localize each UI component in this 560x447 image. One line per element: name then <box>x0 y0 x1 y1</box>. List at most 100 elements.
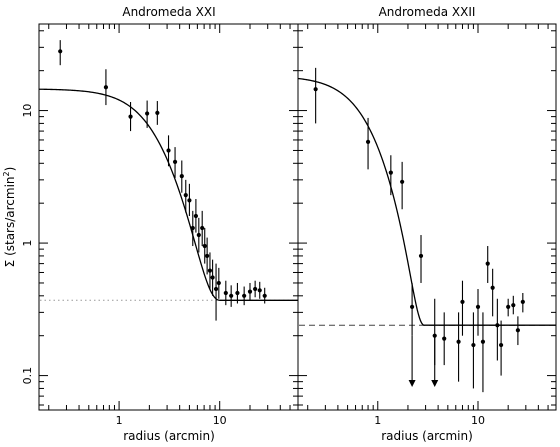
panel-title: Andromeda XXI <box>122 5 215 19</box>
point-marker <box>515 328 520 333</box>
data-point <box>229 285 234 307</box>
y-axis-label: Σ (stars/arcmin2) <box>2 167 17 268</box>
point-marker <box>196 232 201 238</box>
data-point <box>515 316 520 346</box>
data-point <box>400 161 405 210</box>
x-tick-label: 10 <box>471 414 485 427</box>
data-point <box>460 280 465 336</box>
point-marker <box>207 268 213 273</box>
data-point <box>145 100 150 128</box>
tick-labels: 1 10 <box>374 414 485 427</box>
point-marker <box>183 193 188 198</box>
plot-frame <box>297 23 557 411</box>
point-marker <box>490 285 495 290</box>
x-tick-label: 1 <box>116 414 123 427</box>
data-point <box>253 280 258 298</box>
data-point <box>511 295 516 315</box>
panel-title: Andromeda XXII <box>379 5 476 19</box>
plot-frame <box>38 23 299 411</box>
y-tick-label: 1 <box>21 240 34 247</box>
x-axis-label: radius (arcmin) <box>123 429 215 443</box>
axis-ticks <box>298 24 557 410</box>
data-point <box>235 282 240 304</box>
data-point <box>202 227 207 264</box>
data-point <box>205 237 210 275</box>
king-profile-curve <box>297 77 556 326</box>
point-marker <box>58 49 63 54</box>
point-marker <box>242 293 247 298</box>
point-marker <box>511 303 516 308</box>
data-point <box>475 289 481 336</box>
point-marker <box>193 213 198 219</box>
point-marker <box>216 280 221 286</box>
data-point <box>456 312 461 382</box>
panel-andromeda-xxii: Andromeda XXII 1 10 radius (arcmin) <box>297 5 557 443</box>
point-marker <box>442 336 447 341</box>
data-point <box>495 298 500 361</box>
point-marker <box>471 342 476 348</box>
data-point <box>442 312 447 366</box>
data-point <box>499 320 504 376</box>
point-marker <box>262 293 267 298</box>
point-marker <box>460 299 465 304</box>
point-marker <box>400 179 405 184</box>
data-point <box>172 147 178 178</box>
data-point <box>506 298 511 317</box>
data-point <box>213 263 219 321</box>
data-point <box>480 312 486 393</box>
point-marker <box>257 288 262 293</box>
x-tick-label: 1 <box>374 414 381 427</box>
y-axis-label-close: ) <box>3 167 17 172</box>
data-point <box>190 210 195 247</box>
arrow-head <box>408 380 416 388</box>
data-point <box>183 179 188 213</box>
point-marker <box>235 290 240 296</box>
point-marker <box>520 299 525 304</box>
data-point <box>128 102 133 132</box>
data-point <box>262 287 267 304</box>
data-point <box>223 280 228 306</box>
point-marker <box>202 243 207 249</box>
data-point <box>388 155 393 196</box>
point-marker <box>128 114 133 119</box>
point-marker <box>418 253 424 259</box>
data-point <box>179 160 184 193</box>
data-point <box>207 252 213 290</box>
data-point <box>247 282 253 301</box>
point-marker <box>229 293 234 298</box>
point-marker <box>495 323 500 328</box>
point-marker <box>103 85 109 90</box>
point-marker <box>190 225 195 231</box>
data-point <box>471 312 476 389</box>
data-point <box>193 199 198 233</box>
point-marker <box>155 110 160 116</box>
data-point <box>490 268 495 317</box>
point-marker <box>223 290 228 296</box>
point-marker <box>456 339 461 344</box>
point-marker <box>145 111 150 116</box>
point-marker <box>388 170 393 175</box>
point-marker <box>187 198 192 203</box>
point-marker <box>409 304 415 309</box>
axis-ticks <box>39 24 299 410</box>
point-marker <box>247 289 253 294</box>
data-point <box>409 282 415 336</box>
data-point <box>166 135 171 167</box>
data-point <box>103 69 109 106</box>
data-point <box>216 267 221 299</box>
y-axis-label-superscript: 2 <box>2 171 11 176</box>
x-tick-label: 10 <box>213 414 227 427</box>
data-point <box>58 40 63 66</box>
data-point <box>418 235 424 283</box>
data-point <box>187 183 192 217</box>
point-marker <box>475 304 481 309</box>
point-marker <box>172 159 178 164</box>
upper-limit-arrow <box>431 335 439 388</box>
data-point <box>257 281 262 299</box>
data-point <box>520 293 525 313</box>
data-point <box>196 217 201 253</box>
point-marker <box>499 342 504 348</box>
point-marker <box>213 286 219 292</box>
